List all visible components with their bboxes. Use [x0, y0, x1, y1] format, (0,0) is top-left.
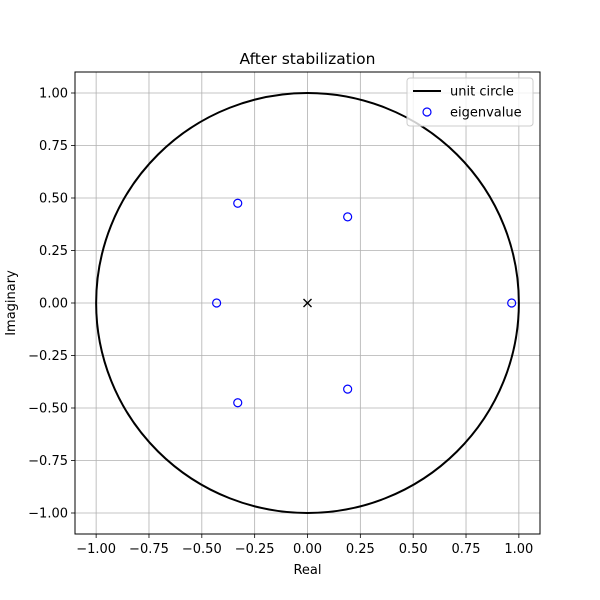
y-tick-label: −0.25	[28, 349, 68, 364]
origin-x-stroke	[303, 298, 312, 308]
eigenvalue-point	[343, 212, 353, 222]
eigenvalue-point	[233, 398, 243, 408]
origin-x-marker	[303, 298, 312, 308]
y-tick-label: 1.00	[39, 87, 68, 102]
y-tick-label: −0.75	[28, 454, 68, 469]
x-tick-label: −1.00	[76, 542, 116, 557]
x-tick-label: 0.75	[452, 542, 481, 557]
x-axis-label: Real	[293, 563, 321, 578]
eigenvalue-point	[507, 298, 517, 308]
x-tick-label: −0.25	[235, 542, 275, 557]
plot-data	[95, 92, 520, 514]
x-tick-label: 1.00	[504, 542, 533, 557]
y-tick-label: 0.00	[39, 297, 68, 312]
x-tick-label: −0.50	[182, 542, 222, 557]
y-tick-label: 0.75	[39, 139, 68, 154]
x-tick-label: −0.75	[129, 542, 169, 557]
y-tick-label: −0.50	[28, 402, 68, 417]
eigenvalue-point	[233, 198, 243, 208]
x-tick-label: 0.25	[346, 542, 375, 557]
y-tick-label: 0.25	[39, 244, 68, 259]
x-tick-label: 0.00	[293, 542, 322, 557]
y-axis-label: Imaginary	[4, 270, 19, 336]
eigenvalue-point	[343, 384, 353, 394]
legend: unit circle eigenvalue	[406, 77, 534, 127]
x-tick-label: 0.50	[399, 542, 428, 557]
y-tick-label: −1.00	[28, 507, 68, 522]
legend-label-unit-circle: unit circle	[450, 85, 514, 100]
legend-marker-swatch	[422, 107, 432, 117]
legend-label-eigenvalue: eigenvalue	[450, 106, 522, 121]
unit-circle-line	[95, 92, 520, 514]
chart-title: After stabilization	[240, 50, 376, 68]
axis-ticks: −1.00 −0.75 −0.50 −0.25 0.00 0.25 0.50 0.75 1.00…	[28, 87, 533, 558]
y-tick-label: 0.50	[39, 192, 68, 207]
eigenvalue-point	[212, 298, 222, 308]
